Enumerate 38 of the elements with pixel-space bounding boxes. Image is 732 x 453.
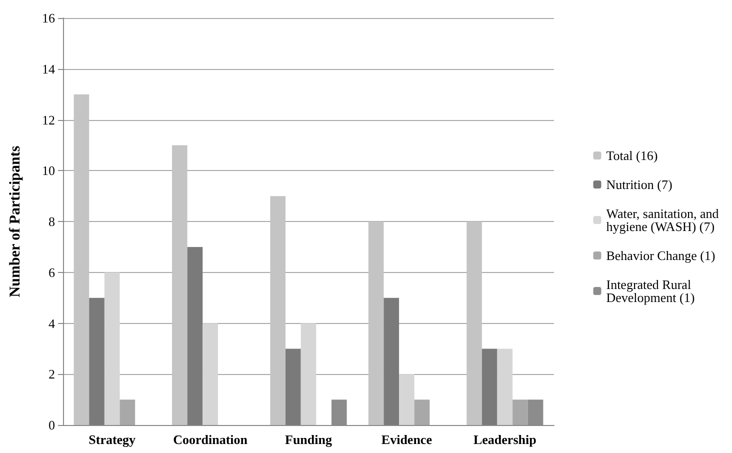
bar	[512, 400, 528, 425]
y-axis-title: Number of Participants	[8, 146, 24, 298]
y-tick-label: 14	[42, 61, 56, 76]
x-tick-label: Evidence	[381, 432, 432, 447]
x-tick-label: Strategy	[88, 432, 136, 447]
legend-label: Total (16)	[606, 148, 658, 163]
y-tick-label: 0	[48, 418, 55, 432]
bar	[286, 348, 301, 425]
y-tick-label: 4	[48, 316, 56, 331]
bar	[497, 348, 513, 425]
bar	[300, 323, 316, 425]
bar	[202, 323, 218, 425]
legend-label: Behavior Change (1)	[606, 248, 716, 263]
bar	[270, 196, 286, 425]
y-tick-label: 12	[42, 112, 55, 128]
bar	[172, 145, 188, 425]
legend-label: Water, sanitation, and hygiene (WASH) (7)	[606, 206, 722, 234]
bar	[89, 298, 104, 425]
bar	[368, 222, 384, 425]
bar	[384, 298, 400, 425]
bar	[399, 374, 414, 425]
x-tick-label: Coordination	[173, 432, 248, 447]
bar	[120, 400, 136, 425]
y-tick-label: 2	[48, 366, 55, 382]
y-tick-label: 8	[48, 214, 55, 229]
legend-label: Nutrition (7)	[606, 177, 672, 192]
x-tick-label: Leadership	[473, 432, 536, 447]
bar	[74, 94, 90, 425]
y-tick-label: 16	[42, 10, 56, 26]
y-tick-label: 6	[48, 264, 56, 280]
x-tick-label: Funding	[285, 432, 332, 447]
y-tick-label: 10	[42, 163, 55, 178]
bar	[482, 348, 498, 425]
bar	[104, 272, 120, 425]
bar	[187, 246, 203, 425]
bar	[414, 400, 430, 425]
legend-label: Integrated Rural Development (1)	[606, 277, 695, 305]
bar	[466, 222, 482, 425]
